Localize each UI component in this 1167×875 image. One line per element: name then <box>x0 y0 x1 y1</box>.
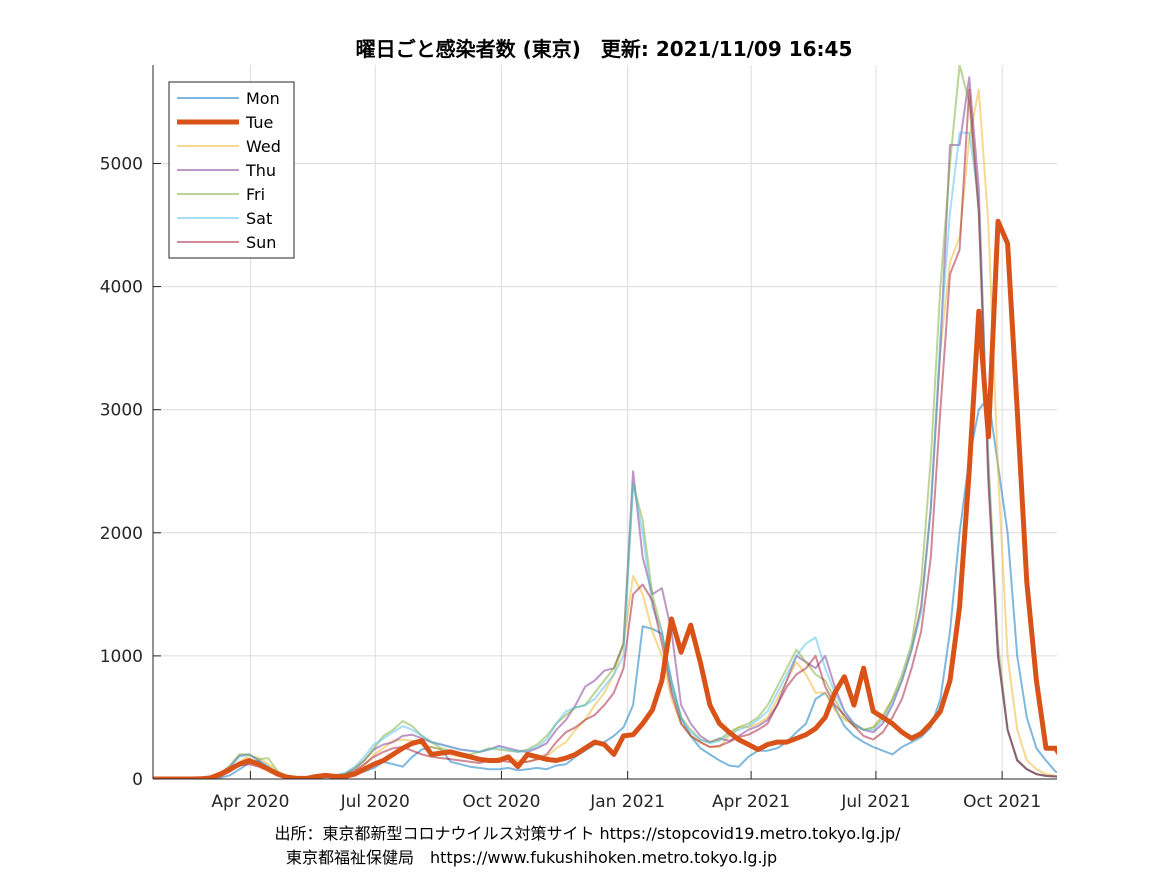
x-tick-label: Apr 2020 <box>211 792 289 812</box>
y-tick-label: 0 <box>132 770 143 790</box>
legend-label-fri: Fri <box>246 185 265 204</box>
y-tick-label: 3000 <box>100 401 143 421</box>
source-line-1: 出所：東京都新型コロナウイルス対策サイト https://stopcovid19… <box>274 824 901 843</box>
legend-label-wed: Wed <box>246 137 281 156</box>
x-tick-label: Oct 2020 <box>462 792 540 812</box>
legend-label-tue: Tue <box>245 113 273 132</box>
chart: 曜日ごと感染者数 (東京) 更新: 2021/11/09 16:45 0 1000… <box>100 37 1057 812</box>
legend-label-mon: Mon <box>246 89 280 108</box>
y-tick-label: 1000 <box>100 647 143 667</box>
y-tick-label: 2000 <box>100 524 143 544</box>
legend-label-sat: Sat <box>246 209 272 228</box>
axes: 0 1000 2000 3000 4000 5000 Apr 2020 Jul 2020 Oct… <box>100 65 1057 812</box>
legend-label-sun: Sun <box>246 233 276 252</box>
legend: Mon Tue Wed Thu Fri Sat Sun <box>168 81 295 259</box>
legend-label-thu: Thu <box>245 161 276 180</box>
chart-title: 曜日ごと感染者数 (東京) 更新: 2021/11/09 16:45 <box>356 37 853 61</box>
x-tick-label: Oct 2021 <box>963 792 1041 812</box>
grid <box>153 65 1057 780</box>
source-line-2: 東京都福祉保健局 https://www.fukushihoken.metro.… <box>286 848 778 867</box>
series-line-tue <box>153 218 1057 779</box>
x-tick-label: Jul 2021 <box>840 792 910 812</box>
y-tick-label: 4000 <box>100 278 143 298</box>
x-tick-label: Apr 2021 <box>712 792 790 812</box>
x-tick-label: Jul 2020 <box>340 792 410 812</box>
series-group <box>153 65 1057 779</box>
x-tick-label: Jan 2021 <box>589 792 665 812</box>
y-tick-label: 5000 <box>100 154 143 174</box>
